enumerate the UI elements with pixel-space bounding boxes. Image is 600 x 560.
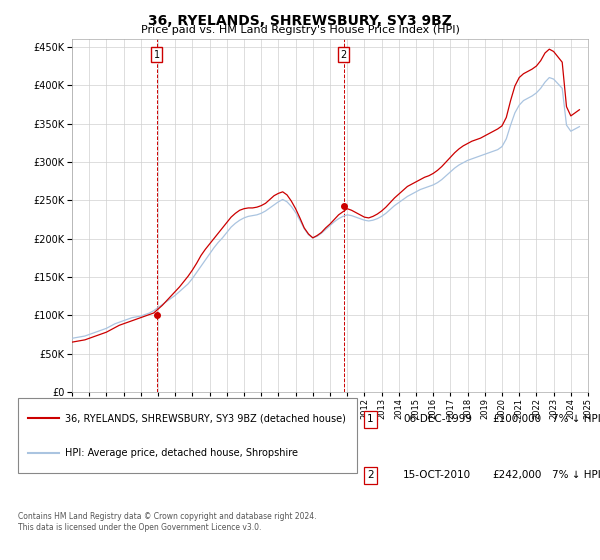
Text: 2: 2: [340, 50, 347, 60]
Text: £100,000: £100,000: [492, 414, 541, 424]
FancyBboxPatch shape: [18, 398, 357, 473]
Text: Contains HM Land Registry data © Crown copyright and database right 2024.
This d: Contains HM Land Registry data © Crown c…: [18, 512, 317, 532]
Text: 7% ↓ HPI: 7% ↓ HPI: [552, 470, 600, 480]
Text: 7% ↓ HPI: 7% ↓ HPI: [552, 414, 600, 424]
Text: Price paid vs. HM Land Registry's House Price Index (HPI): Price paid vs. HM Land Registry's House …: [140, 25, 460, 35]
Text: HPI: Average price, detached house, Shropshire: HPI: Average price, detached house, Shro…: [65, 448, 298, 458]
Text: 1: 1: [367, 414, 374, 424]
Text: 36, RYELANDS, SHREWSBURY, SY3 9BZ: 36, RYELANDS, SHREWSBURY, SY3 9BZ: [148, 14, 452, 28]
Text: 06-DEC-1999: 06-DEC-1999: [403, 414, 472, 424]
Text: 15-OCT-2010: 15-OCT-2010: [403, 470, 472, 480]
Text: £242,000: £242,000: [492, 470, 541, 480]
Text: 2: 2: [367, 470, 374, 480]
Text: 1: 1: [154, 50, 160, 60]
Text: 36, RYELANDS, SHREWSBURY, SY3 9BZ (detached house): 36, RYELANDS, SHREWSBURY, SY3 9BZ (detac…: [65, 413, 346, 423]
